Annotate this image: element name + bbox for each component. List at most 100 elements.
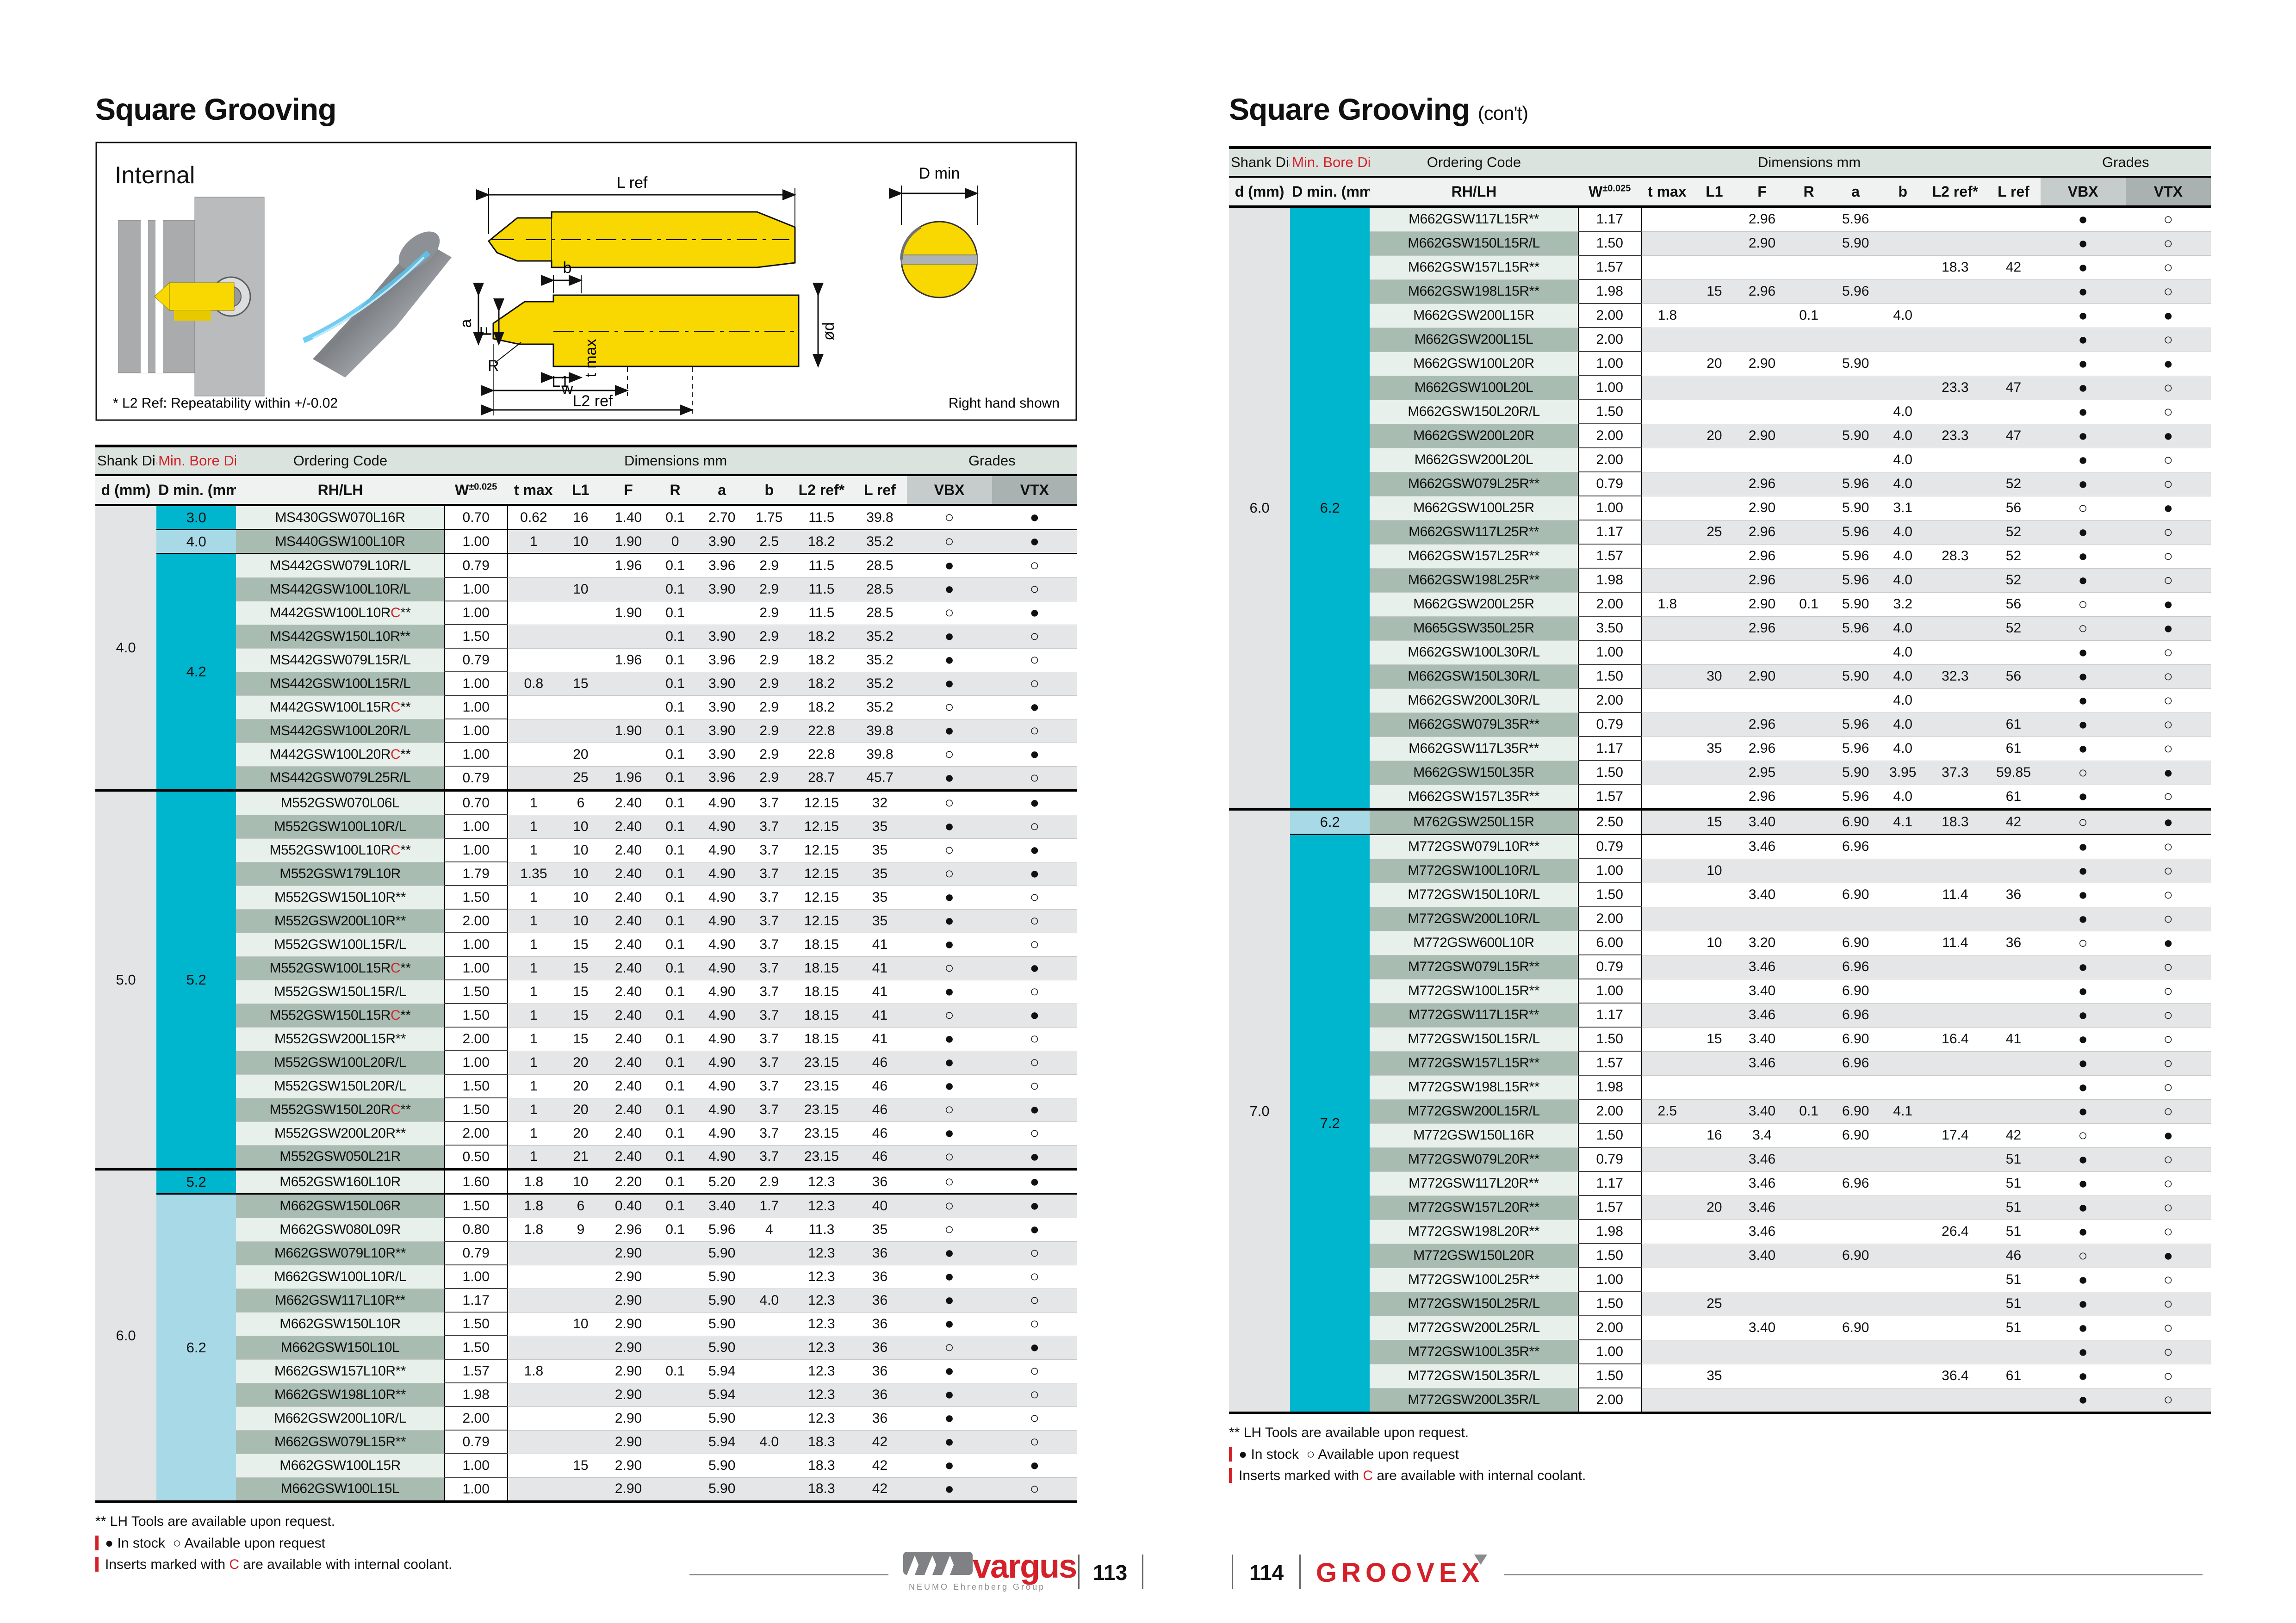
grade-vbx-cell: ● [906, 980, 992, 1004]
dim-l2ref: L2 ref [573, 392, 613, 410]
dim-cell: 3.40 [1735, 808, 1789, 835]
grade-vtx-cell: ○ [2125, 376, 2211, 400]
footer-divider [1142, 1555, 1143, 1589]
dim-cell: 1 [507, 933, 559, 957]
dim-cell: 18.15 [790, 956, 853, 980]
ordering-code-cell: M772GSW117L20R** [1370, 1171, 1578, 1196]
grade-vtx-cell: ● [992, 1004, 1077, 1028]
dim-cell [507, 1312, 559, 1336]
dim-cell: 2.96 [1735, 544, 1789, 569]
grade-vtx-cell: ○ [992, 1241, 1077, 1265]
w-cell: 1.00 [444, 1265, 508, 1289]
dim-cell [1924, 1244, 1987, 1268]
dim-cell [559, 601, 602, 625]
dim-cell: 18.2 [790, 648, 853, 672]
grade-vtx-cell: ○ [992, 1312, 1077, 1336]
dim-cell: 11.4 [1924, 883, 1987, 907]
dim-cell [1788, 1220, 1830, 1244]
dim-cell: 4.90 [695, 1121, 749, 1146]
dim-cell: 2.90 [602, 1383, 655, 1407]
dim-cell [1986, 448, 2041, 472]
dim-cell [1693, 1099, 1736, 1124]
dim-cell: 30 [1693, 664, 1736, 689]
page-113: Square Grooving Internal [95, 92, 1077, 1576]
table-row: M552GSW200L15R** 2.00 1 15 2.40 0.1 4.90 3.7 18.… [95, 1027, 1077, 1051]
grade-vtx-cell: ○ [2125, 883, 2211, 907]
dim-cell [1693, 592, 1736, 617]
table-row: M552GSW200L20R** 2.00 1 20 2.40 0.1 4.90 3.7 23.… [95, 1121, 1077, 1146]
dim-cell [1924, 1268, 1987, 1292]
ordering-code-cell: M442GSW100L20RC** [236, 743, 445, 767]
grade-vtx-cell: ○ [2125, 1099, 2211, 1124]
dim-cell [1788, 785, 1830, 810]
grade-vtx-cell: ● [992, 789, 1077, 815]
dim-cell [1788, 520, 1830, 545]
dim-cell [1924, 592, 1987, 617]
dim-cell: 56 [1986, 664, 2041, 689]
dim-cell [1641, 424, 1693, 448]
dim-cell [1641, 616, 1693, 641]
dim-cell [559, 1406, 602, 1431]
dim-cell [1788, 1123, 1830, 1148]
page-number-left: 113 [1093, 1561, 1128, 1585]
dim-cell: 1.75 [748, 504, 790, 530]
w-cell: 1.79 [444, 862, 508, 886]
ordering-code-cell: M662GSW150L30R/L [1370, 664, 1578, 689]
dim-cell [1882, 1003, 1924, 1028]
table-row: M552GSW100L15R/L 1.00 1 15 2.40 0.1 4.90 3.7 18.… [95, 933, 1077, 957]
dim-cell: 1.96 [602, 553, 655, 578]
w-cell: 2.00 [1577, 448, 1642, 472]
grade-vbx-cell: ● [2040, 376, 2126, 400]
dim-cell [1641, 640, 1693, 665]
dim-cell [1788, 761, 1830, 785]
ordering-code-cell: M662GSW150L35R [1370, 761, 1578, 785]
grade-vbx-cell: ○ [2040, 496, 2126, 520]
dim-cell: 22.8 [790, 743, 853, 767]
dim-cell: 18.15 [790, 980, 853, 1004]
header-group: Grades [906, 446, 1077, 476]
ordering-code-cell: M772GSW100L35R** [1370, 1340, 1578, 1364]
grade-vtx-cell: ● [992, 956, 1077, 980]
w-cell: 1.00 [444, 1477, 508, 1502]
dim-cell: 0.1 [655, 672, 696, 696]
w-cell: 0.79 [444, 553, 508, 578]
column-header: a [1829, 177, 1882, 208]
dim-cell: 1 [507, 815, 559, 839]
dim-cell [507, 1288, 559, 1313]
dim-cell [1986, 400, 2041, 424]
dim-cell [1788, 688, 1830, 713]
dim-cell: 2.96 [1735, 472, 1789, 496]
dim-cell: 1 [507, 1098, 559, 1122]
grade-vtx-cell: ● [992, 1218, 1077, 1242]
dim-cell: 61 [1986, 785, 2041, 810]
dim-cell: 12.3 [790, 1288, 853, 1313]
dim-cell [1924, 1292, 1987, 1316]
dim-cell: 59.85 [1986, 761, 2041, 785]
dim-cell: 5.90 [1829, 664, 1882, 689]
grade-vtx-cell: ● [2125, 352, 2211, 376]
dim-cell: 5.90 [695, 1312, 749, 1336]
footnotes-right: ** LH Tools are available upon request. ●… [1229, 1422, 2211, 1487]
grade-vtx-cell: ● [992, 1145, 1077, 1170]
ordering-code-cell: MS440GSW100L10R [236, 529, 445, 554]
grade-vbx-cell: ● [2040, 1027, 2126, 1052]
grade-vtx-cell: ○ [992, 1383, 1077, 1407]
grade-vtx-cell: ○ [2125, 400, 2211, 424]
grade-vbx-cell: ● [2040, 352, 2126, 376]
dim-cell: 6.90 [1829, 979, 1882, 1004]
w-cell: 2.00 [444, 1406, 508, 1431]
table-row: 4.0 3.0 MS430GSW070L16R 0.70 0.62 16 1.40 0.1 2.… [95, 504, 1077, 791]
grade-vtx-cell: ● [2125, 808, 2211, 835]
ordering-code-cell: M662GSW100L10R/L [236, 1265, 445, 1289]
dim-cell: 4.0 [1882, 616, 1924, 641]
dim-cell: 23.15 [790, 1098, 853, 1122]
dim-cell [507, 719, 559, 743]
dim-cell [1882, 931, 1924, 955]
grade-vtx-cell: ○ [2125, 205, 2211, 232]
dim-cell: 39.8 [853, 719, 907, 743]
dim-cell [1693, 616, 1736, 641]
ordering-code-cell: M772GSW200L10R/L [1370, 907, 1578, 931]
dim-cell: 15 [1693, 279, 1736, 304]
dim-cell [1924, 205, 1987, 232]
dim-cell: 1 [507, 1121, 559, 1146]
